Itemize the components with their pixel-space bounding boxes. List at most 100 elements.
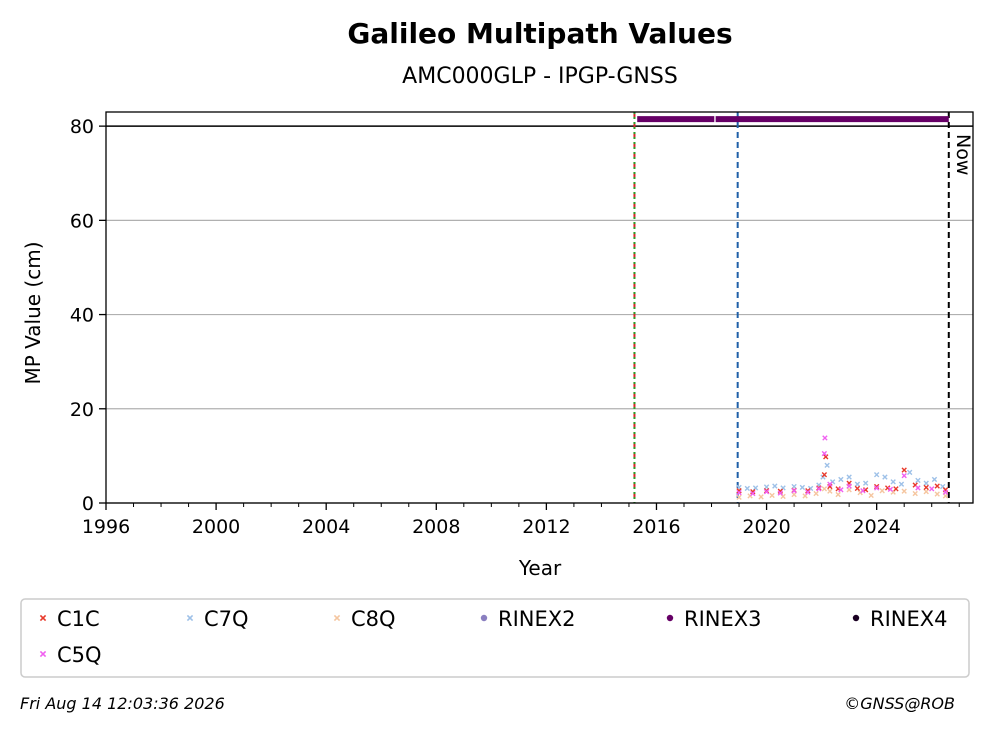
legend-marker xyxy=(480,614,488,622)
legend-entry-rinex2: RINEX2 xyxy=(480,607,576,631)
point-c1c-16 xyxy=(893,486,899,492)
legend-entry-rinex3: RINEX3 xyxy=(666,607,762,631)
point-c1c-14 xyxy=(873,483,880,490)
legend-marker xyxy=(666,614,674,622)
point-c1c-1 xyxy=(750,488,756,495)
legend: C1C C7Q C8Q RINEX2 RINEX3 RINEX4 C5Q xyxy=(39,607,948,667)
point-c8q-10 xyxy=(835,491,841,498)
point-c7q-21 xyxy=(907,469,913,476)
legend-marker xyxy=(186,614,194,622)
point-c5q-14 xyxy=(887,486,894,493)
point-c5q-7 xyxy=(821,450,828,457)
point-c8q-14 xyxy=(879,488,885,494)
point-c5q-1 xyxy=(750,490,756,497)
point-c1c-0 xyxy=(736,488,742,494)
point-c7q-11 xyxy=(824,462,830,469)
point-c7q-19 xyxy=(890,479,896,485)
point-c7q-18 xyxy=(882,474,888,480)
legend-label: C7Q xyxy=(204,607,249,631)
point-c8q-3 xyxy=(769,492,775,499)
legend-marker xyxy=(852,614,860,622)
legend-entry-c5q: C5Q xyxy=(39,643,102,667)
y-axis-label: MP Value (cm) xyxy=(21,241,45,384)
point-c7q-1 xyxy=(744,485,750,492)
point-c1c-5 xyxy=(805,488,811,494)
point-c7q-17 xyxy=(873,472,880,478)
legend-label: RINEX2 xyxy=(498,607,576,631)
point-c1c-15 xyxy=(884,485,891,491)
now-label: Now xyxy=(952,134,974,175)
point-c8q-8 xyxy=(821,486,828,492)
y-tick-label-0: 0 xyxy=(82,493,94,515)
legend-box xyxy=(20,598,970,678)
point-c8q-2 xyxy=(758,494,764,500)
x-axis-label: Year xyxy=(518,556,562,580)
point-c8q-18 xyxy=(923,488,929,495)
point-c5q-12 xyxy=(860,488,866,494)
point-c1c-7 xyxy=(821,472,828,478)
chart-subtitle: AMC000GLP - IPGP-GNSS xyxy=(402,64,678,89)
legend-entry-c7q: C7Q xyxy=(186,607,249,631)
point-c7q-15 xyxy=(854,481,861,487)
point-c5q-0 xyxy=(736,489,742,496)
point-c5q-18 xyxy=(942,489,949,495)
point-c8q-19 xyxy=(934,491,940,497)
data-points xyxy=(736,435,949,501)
reference-lines xyxy=(106,112,973,503)
y-tick-label-2: 40 xyxy=(70,305,94,327)
point-c7q-14 xyxy=(846,474,852,480)
point-c8q-13 xyxy=(868,492,874,499)
point-c5q-8 xyxy=(822,435,828,441)
chart-title: Galileo Multipath Values xyxy=(347,17,732,50)
point-c1c-3 xyxy=(777,488,784,494)
point-c1c-12 xyxy=(854,485,861,492)
x-tick-label-4: 2012 xyxy=(522,516,570,538)
point-c7q-2 xyxy=(752,485,759,491)
point-c7q-23 xyxy=(923,480,929,486)
point-c8q-7 xyxy=(813,490,819,497)
footer-timestamp: Fri Aug 14 12:03:36 2026 xyxy=(20,694,225,713)
legend-label: C5Q xyxy=(57,643,102,667)
point-c5q-2 xyxy=(763,488,770,495)
point-c7q-13 xyxy=(838,476,844,483)
x-tick-label-7: 2024 xyxy=(852,516,900,538)
legend-marker xyxy=(39,614,47,622)
point-c1c-17 xyxy=(901,467,907,473)
legend-marker xyxy=(333,614,341,622)
point-c7q-4 xyxy=(772,483,778,489)
y-tick-label-3: 60 xyxy=(70,210,94,232)
point-c5q-16 xyxy=(915,485,921,491)
point-c8q-0 xyxy=(736,494,742,501)
point-c1c-19 xyxy=(923,484,929,491)
point-c8q-17 xyxy=(912,490,918,497)
point-c5q-11 xyxy=(846,483,852,489)
y-tick-label-1: 20 xyxy=(70,399,94,421)
point-c5q-6 xyxy=(816,486,822,492)
legend-label: RINEX4 xyxy=(870,607,948,631)
point-c5q-4 xyxy=(791,488,797,494)
point-c1c-20 xyxy=(934,483,940,489)
point-c7q-22 xyxy=(915,477,921,484)
legend-entry-rinex4: RINEX4 xyxy=(852,607,948,631)
legend-marker xyxy=(39,650,47,658)
y-tick-label-4: 80 xyxy=(70,116,94,138)
point-c5q-15 xyxy=(901,472,907,479)
point-c5q-9 xyxy=(827,481,833,487)
grid-lines xyxy=(106,219,973,504)
x-tick-label-3: 2008 xyxy=(412,516,460,538)
legend-label: RINEX3 xyxy=(684,607,762,631)
footer-copyright: ©GNSS@ROB xyxy=(844,694,955,713)
point-c8q-6 xyxy=(802,493,808,499)
point-c7q-24 xyxy=(931,476,938,483)
point-c5q-17 xyxy=(929,486,935,492)
point-c5q-13 xyxy=(873,485,880,491)
axis-ticks: 1996 2000 2004 2008 2012 2016 2020 2024 0 20 40 60 8… xyxy=(70,116,960,538)
point-c7q-16 xyxy=(862,480,869,486)
x-tick-label-6: 2020 xyxy=(742,516,790,538)
legend-label: C1C xyxy=(57,607,100,631)
legend-entry-c8q: C8Q xyxy=(333,607,396,631)
x-tick-label-0: 1996 xyxy=(82,516,130,538)
x-tick-label-1: 2000 xyxy=(192,516,240,538)
plot-frame xyxy=(105,111,974,504)
